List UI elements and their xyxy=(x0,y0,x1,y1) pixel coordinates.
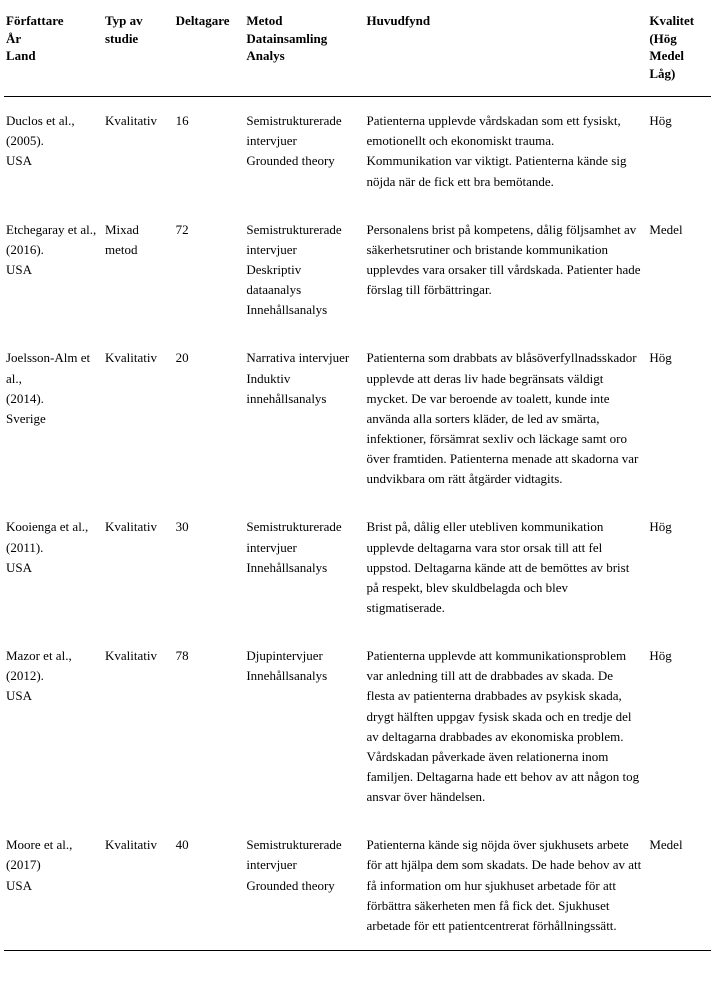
cell-participants: 40 xyxy=(174,821,245,950)
cell-quality: Hög xyxy=(647,97,711,206)
cell-quality: Hög xyxy=(647,632,711,821)
col-findings: Huvudfynd xyxy=(365,8,648,97)
cell-method: Semistrukturerade intervjuer Innehållsan… xyxy=(244,503,364,632)
col-participants: Deltagare xyxy=(174,8,245,97)
cell-method: Semistrukturerade intervjuer Grounded th… xyxy=(244,97,364,206)
table-row: Duclos et al., (2005). USA Kvalitativ 16… xyxy=(4,97,711,206)
table-row: Etchegaray et al., (2016). USA Mixad met… xyxy=(4,206,711,335)
cell-method: Narrativa intervjuer Induktiv innehållsa… xyxy=(244,334,364,503)
cell-type: Kvalitativ xyxy=(103,503,174,632)
cell-author: Duclos et al., (2005). USA xyxy=(4,97,103,206)
cell-author: Etchegaray et al., (2016). USA xyxy=(4,206,103,335)
cell-author: Joelsson-Alm et al., (2014). Sverige xyxy=(4,334,103,503)
cell-participants: 78 xyxy=(174,632,245,821)
cell-type: Mixad metod xyxy=(103,206,174,335)
cell-participants: 72 xyxy=(174,206,245,335)
cell-quality: Medel xyxy=(647,821,711,950)
cell-type: Kvalitativ xyxy=(103,632,174,821)
cell-findings: Personalens brist på kompetens, dålig fö… xyxy=(365,206,648,335)
cell-participants: 20 xyxy=(174,334,245,503)
cell-method: Semistrukturerade intervjuer Deskriptiv … xyxy=(244,206,364,335)
cell-quality: Hög xyxy=(647,334,711,503)
cell-method: Djupintervjuer Innehållsanalys xyxy=(244,632,364,821)
table-row: Moore et al., (2017) USA Kvalitativ 40 S… xyxy=(4,821,711,950)
col-method: Metod Datainsamling Analys xyxy=(244,8,364,97)
cell-author: Mazor et al., (2012). USA xyxy=(4,632,103,821)
cell-findings: Patienterna upplevde att kommunikationsp… xyxy=(365,632,648,821)
cell-type: Kvalitativ xyxy=(103,334,174,503)
cell-method: Semistrukturerade intervjuer Grounded th… xyxy=(244,821,364,950)
cell-type: Kvalitativ xyxy=(103,97,174,206)
cell-participants: 16 xyxy=(174,97,245,206)
col-type: Typ av studie xyxy=(103,8,174,97)
cell-author: Moore et al., (2017) USA xyxy=(4,821,103,950)
cell-type: Kvalitativ xyxy=(103,821,174,950)
table-row: Mazor et al., (2012). USA Kvalitativ 78 … xyxy=(4,632,711,821)
table-row: Kooienga et al., (2011). USA Kvalitativ … xyxy=(4,503,711,632)
cell-findings: Patienterna kände sig nöjda över sjukhus… xyxy=(365,821,648,950)
cell-author: Kooienga et al., (2011). USA xyxy=(4,503,103,632)
studies-table: Författare År Land Typ av studie Deltaga… xyxy=(4,8,711,951)
col-author: Författare År Land xyxy=(4,8,103,97)
cell-findings: Brist på, dålig eller utebliven kommunik… xyxy=(365,503,648,632)
cell-findings: Patienterna upplevde vårdskadan som ett … xyxy=(365,97,648,206)
col-quality: Kvalitet (Hög Medel Låg) xyxy=(647,8,711,97)
cell-participants: 30 xyxy=(174,503,245,632)
cell-quality: Hög xyxy=(647,503,711,632)
cell-quality: Medel xyxy=(647,206,711,335)
cell-findings: Patienterna som drabbats av blåsöverfyll… xyxy=(365,334,648,503)
table-header-row: Författare År Land Typ av studie Deltaga… xyxy=(4,8,711,97)
table-row: Joelsson-Alm et al., (2014). Sverige Kva… xyxy=(4,334,711,503)
